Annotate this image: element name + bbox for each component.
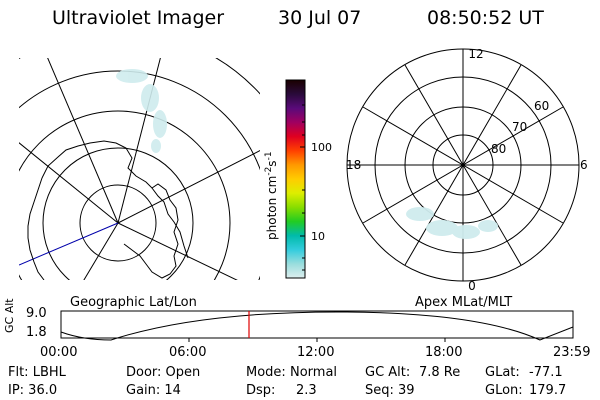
colorbar xyxy=(285,79,306,279)
observation-date: 30 Jul 07 xyxy=(278,7,362,29)
polar-map: 12 6 0 18 60 70 80 xyxy=(346,47,588,293)
colorbar-tick-10: 10 xyxy=(311,230,325,243)
glon-value: 179.7 xyxy=(529,383,567,398)
altitude-xtick-0000: 00:00 xyxy=(40,345,78,360)
gc-alt-value: 7.8 Re xyxy=(419,365,461,380)
lat-label-80: 80 xyxy=(491,142,506,156)
mlt-label-6: 6 xyxy=(580,158,588,172)
mlt-label-12: 12 xyxy=(468,47,483,61)
glat-label: GLat: xyxy=(485,365,520,380)
observation-time: 08:50:52 UT xyxy=(427,7,544,29)
altitude-xtick-1800: 18:00 xyxy=(425,345,463,360)
geographic-map xyxy=(19,58,260,280)
satellite-track xyxy=(19,222,119,266)
dsp-value: 2.3 xyxy=(296,383,317,398)
altitude-curve xyxy=(60,311,574,341)
altitude-xtick-0600: 06:00 xyxy=(169,345,207,360)
altitude-xtick-2359: 23:59 xyxy=(553,345,591,360)
altitude-plot xyxy=(60,310,574,342)
filter-info: Flt: LBHL xyxy=(8,365,66,380)
mlt-label-0: 0 xyxy=(468,279,476,293)
geo-latitude-circles xyxy=(19,58,260,280)
antarctic-peninsula xyxy=(151,187,189,259)
glat-value: -77.1 xyxy=(529,365,563,380)
lat-label-70: 70 xyxy=(512,120,527,134)
antarctica-coastline xyxy=(27,140,179,280)
mode-label: Mode: xyxy=(246,365,286,380)
altitude-plot-frame xyxy=(60,310,574,339)
gain-info: Gain: 14 xyxy=(126,383,181,398)
mode-value: Normal xyxy=(290,365,338,380)
colorbar-tick-100: 100 xyxy=(311,141,332,154)
instrument-title: Ultraviolet Imager xyxy=(52,7,225,29)
sequence-info: Seq: 39 xyxy=(365,383,415,398)
altitude-ylabel: GC Alt xyxy=(3,298,16,333)
colorbar-unit-label: photon cm-2s-1 xyxy=(264,151,279,240)
glon-label: GLon: xyxy=(485,383,523,398)
door-info: Door: Open xyxy=(126,365,201,380)
colorbar-ticks xyxy=(300,104,305,271)
geo-meridians xyxy=(19,58,260,280)
ip-info: IP: 36.0 xyxy=(8,383,58,398)
altitude-ytick-top: 9.0 xyxy=(26,306,47,321)
polar-mlt-lines xyxy=(347,49,579,281)
altitude-ytick-bottom: 1.8 xyxy=(26,325,47,340)
dsp-label: Dsp: xyxy=(246,383,276,398)
polar-map-caption: Apex MLat/MLT xyxy=(415,295,513,310)
lat-label-60: 60 xyxy=(534,99,549,113)
gc-alt-label: GC Alt: xyxy=(365,365,411,380)
auroral-oval-geo xyxy=(116,69,167,153)
geo-map-caption: Geographic Lat/Lon xyxy=(70,295,197,310)
altitude-xtick-1200: 12:00 xyxy=(297,345,335,360)
auroral-oval-polar xyxy=(406,207,498,239)
mlt-label-18: 18 xyxy=(346,158,361,172)
altitude-xticks xyxy=(188,338,446,342)
